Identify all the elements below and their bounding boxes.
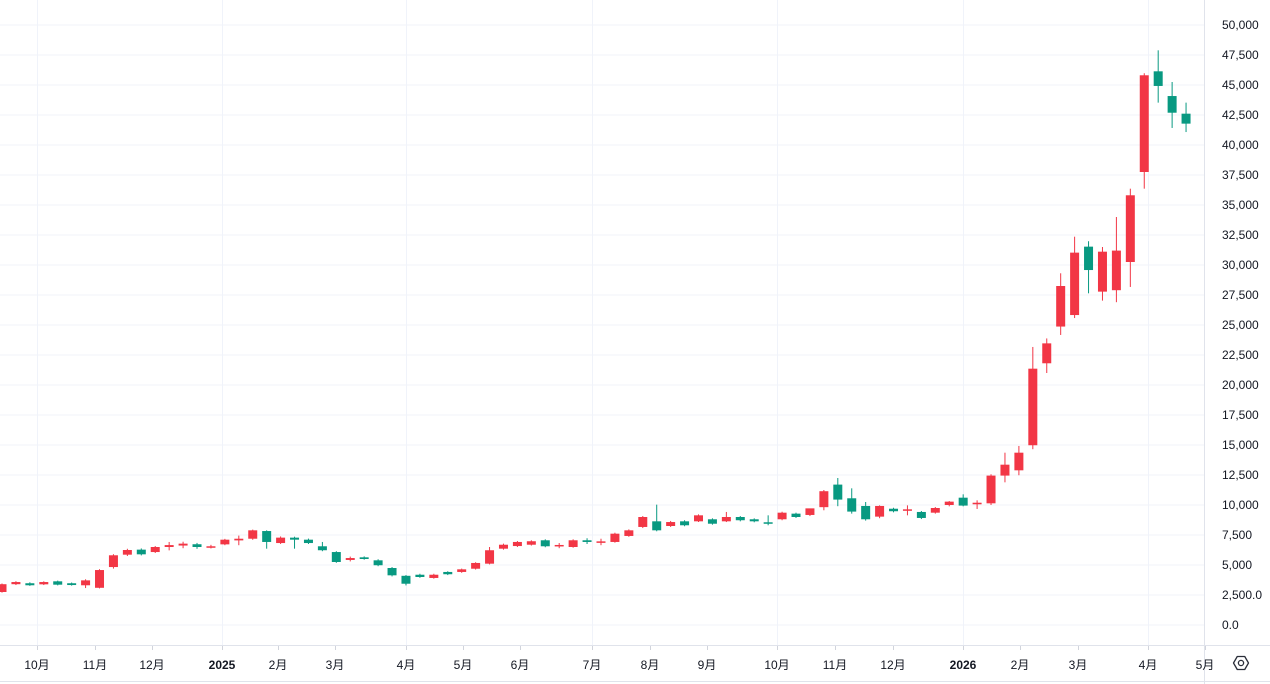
price-axis-label: 12,500 xyxy=(1222,468,1259,482)
price-axis-label: 17,500 xyxy=(1222,408,1259,422)
price-axis-label: 37,500 xyxy=(1222,168,1259,182)
time-axis-month-label: 10月 xyxy=(24,658,49,672)
time-axis-month-label: 2月 xyxy=(269,658,288,672)
price-axis-label: 10,000 xyxy=(1222,498,1259,512)
grid-lines xyxy=(0,0,1204,645)
time-axis-month-label: 5月 xyxy=(454,658,473,672)
time-axis-month-label: 11月 xyxy=(83,658,107,672)
price-axis-label: 50,000 xyxy=(1222,18,1259,32)
price-axis-label: 5,000 xyxy=(1222,558,1252,572)
time-axis-month-label: 4月 xyxy=(397,658,416,672)
price-axis-label: 15,000 xyxy=(1222,438,1259,452)
time-axis[interactable]: 10月 11月 12月 2025 2月 3月 4月 5月 6月 7月 8月 9月 10月 11月 12月 20… xyxy=(24,646,1214,672)
time-axis-month-label: 6月 xyxy=(511,658,530,672)
price-axis-label: 20,000 xyxy=(1222,378,1259,392)
time-axis-month-label: 3月 xyxy=(1069,658,1088,672)
price-axis-label: 7,500 xyxy=(1222,528,1252,542)
price-axis-label: 22,500 xyxy=(1222,348,1259,362)
price-axis-label: 32,500 xyxy=(1222,228,1259,242)
price-axis-label: 47,500 xyxy=(1222,48,1259,62)
time-axis-month-label: 12月 xyxy=(880,658,905,672)
price-axis-label: 35,000 xyxy=(1222,198,1259,212)
time-axis-month-label: 2月 xyxy=(1011,658,1030,672)
time-axis-year-label: 2026 xyxy=(950,658,977,672)
time-axis-month-label: 11月 xyxy=(823,658,847,672)
price-axis[interactable]: 50,000 47,500 45,000 42,500 40,000 37,500 35,0… xyxy=(1222,18,1262,632)
price-axis-label: 2,500.0 xyxy=(1222,588,1262,602)
time-axis-month-label: 8月 xyxy=(641,658,660,672)
time-axis-month-label: 5月 xyxy=(1196,658,1215,672)
time-axis-month-label: 12月 xyxy=(139,658,164,672)
time-axis-month-label: 4月 xyxy=(1139,658,1158,672)
price-axis-label: 45,000 xyxy=(1222,78,1259,92)
price-axis-label: 30,000 xyxy=(1222,258,1259,272)
axis-settings-icon[interactable] xyxy=(1232,655,1250,671)
price-axis-label: 40,000 xyxy=(1222,138,1259,152)
time-axis-month-label: 7月 xyxy=(583,658,602,672)
price-axis-label: 27,500 xyxy=(1222,288,1259,302)
time-axis-month-label: 9月 xyxy=(698,658,717,672)
price-axis-label: 25,000 xyxy=(1222,318,1259,332)
time-axis-year-label: 2025 xyxy=(209,658,236,672)
time-axis-month-label: 3月 xyxy=(326,658,345,672)
price-axis-label: 42,500 xyxy=(1222,108,1259,122)
time-axis-month-label: 10月 xyxy=(764,658,789,672)
candlestick-series xyxy=(0,50,1191,593)
price-axis-label: 0.0 xyxy=(1222,618,1239,632)
